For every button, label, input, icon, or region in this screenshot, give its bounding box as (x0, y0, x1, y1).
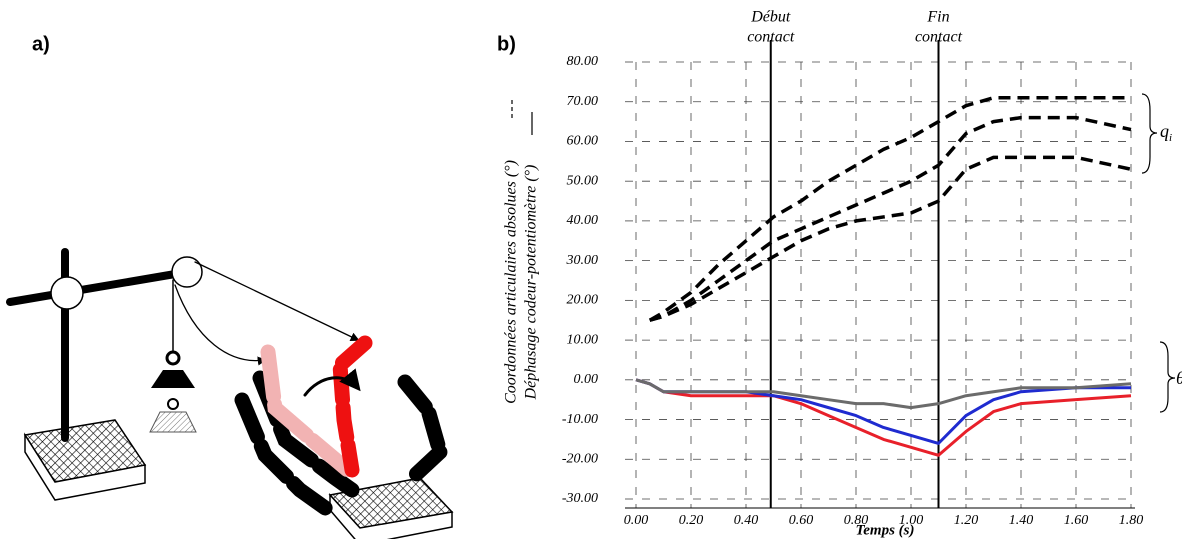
x-tick-label: 0.20 (679, 513, 704, 528)
y-tick-label: 40.00 (567, 213, 599, 228)
x-tick-label: 1.20 (954, 513, 979, 528)
x-tick-label: 1.00 (899, 513, 924, 528)
x-tick-label: 1.40 (1009, 513, 1034, 528)
data-line (635, 378, 1132, 457)
x-tick-label: 0.80 (844, 513, 869, 528)
x-tick-label: 0.00 (624, 513, 649, 528)
brace-label: θi (1176, 368, 1182, 390)
y-tick-label: 30.00 (566, 253, 599, 268)
data-line (648, 96, 1131, 322)
panel-label: b) (497, 33, 516, 55)
x-tick-label: 0.60 (789, 513, 814, 528)
y-axis-label: Déphasage codeur-potentiomètre (°) (523, 165, 540, 401)
y-tick-label: 20.00 (567, 293, 599, 308)
data-line (649, 155, 1132, 322)
y-tick-label: 0.00 (574, 372, 599, 387)
y-tick-label: 80.00 (567, 54, 599, 69)
x-tick-label: 0.40 (734, 513, 759, 528)
x-tick-label: 1.80 (1119, 513, 1144, 528)
y-tick-label: 10.00 (567, 332, 599, 347)
brace-label: qi (1160, 121, 1172, 143)
y-tick-label: -30.00 (562, 491, 598, 506)
data-line (635, 378, 1132, 410)
x-axis-label: Temps (s) (855, 522, 914, 538)
y-tick-label: 70.00 (567, 94, 599, 109)
y-tick-label: 50.00 (567, 173, 599, 188)
data-line (649, 115, 1132, 322)
event-label: Fin (926, 9, 949, 26)
event-label: Début (750, 9, 791, 26)
y-tick-label: -20.00 (562, 451, 598, 466)
x-tick-label: 1.60 (1064, 513, 1089, 528)
diagram (6, 248, 454, 539)
brace (1159, 341, 1176, 413)
y-tick-label: -10.00 (562, 412, 598, 427)
event-label: contact (915, 29, 963, 46)
event-label: contact (747, 29, 795, 46)
plot: -30.00 -20.00 -10.00 0.00 10.00 20.00 30.00 40.… (562, 9, 1143, 529)
brace (1141, 93, 1158, 174)
y-tick-label: 60.00 (567, 134, 599, 149)
panel-label: a) (32, 33, 50, 55)
data-line (635, 378, 1131, 445)
y-axis-label: Coordonnées articulaires absolues (°) (503, 160, 520, 404)
